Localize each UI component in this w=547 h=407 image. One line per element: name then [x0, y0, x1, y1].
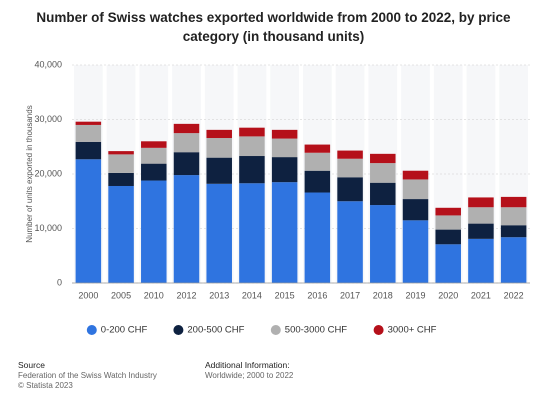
bar-segment — [173, 133, 200, 153]
bar-segment — [173, 152, 200, 176]
bar-segment — [271, 157, 298, 183]
bar-segment — [239, 156, 265, 184]
bar-segment — [173, 123, 200, 134]
bar-segment — [271, 129, 298, 139]
bar-segment — [75, 121, 102, 125]
bar-segment — [370, 163, 396, 183]
x-tick-label: 2019 — [405, 290, 425, 300]
bar-segment — [206, 129, 232, 139]
legend-label: 500-3000 CHF — [285, 325, 348, 336]
x-tick-label: 2013 — [209, 290, 229, 300]
y-tick-label: 0 — [57, 277, 62, 287]
bar-segment — [108, 185, 134, 283]
legend-label: 200-500 CHF — [187, 325, 244, 336]
bar-segment — [108, 151, 134, 155]
y-tick-label: 30,000 — [34, 114, 62, 124]
bar-segment — [402, 179, 429, 200]
x-tick-label: 2018 — [373, 290, 393, 300]
x-tick-label: 2022 — [504, 290, 524, 300]
x-tick-label: 2000 — [78, 290, 98, 300]
bar-segment — [468, 197, 494, 208]
bar-segment — [402, 170, 429, 180]
x-tick-label: 2015 — [275, 290, 295, 300]
bar-segment — [304, 144, 331, 153]
bar-segment — [141, 141, 167, 148]
x-tick-label: 2012 — [176, 290, 196, 300]
bar-segment — [206, 138, 232, 158]
info-line: Worldwide; 2000 to 2022 — [205, 371, 294, 380]
bar-segment — [141, 163, 167, 181]
source-line: © Statista 2023 — [18, 381, 73, 390]
x-tick-label: 2014 — [242, 290, 262, 300]
info-heading: Additional Information: — [205, 360, 290, 370]
info: Additional Information: Worldwide; 2000 … — [205, 360, 293, 381]
bar-segment — [271, 182, 298, 283]
bar-segment — [500, 225, 527, 238]
bar-segment — [206, 157, 232, 184]
x-tick-label: 2020 — [438, 290, 458, 300]
bar-segment — [500, 196, 527, 208]
bar-segment — [337, 150, 363, 159]
source-heading: Source — [18, 360, 45, 370]
x-tick-label: 2016 — [307, 290, 327, 300]
bar-segment — [337, 201, 363, 283]
legend-label: 3000+ CHF — [388, 325, 437, 336]
bar-segment — [206, 183, 232, 283]
bar-segment — [75, 159, 102, 283]
source: Source Federation of the Swiss Watch Ind… — [18, 360, 157, 391]
bar-segment — [337, 177, 363, 202]
legend-marker — [173, 325, 184, 335]
x-tick-label: 2021 — [471, 290, 491, 300]
bar-segment — [370, 153, 396, 164]
bar-segment — [239, 136, 265, 157]
bar-segment — [108, 154, 134, 173]
bar-segment — [304, 152, 331, 171]
bar-segment — [435, 244, 461, 283]
bar-segment — [435, 229, 461, 245]
bar-segment — [141, 147, 167, 164]
bar-segment — [468, 223, 494, 239]
legend-marker — [270, 325, 281, 335]
legend-marker — [86, 325, 97, 335]
bar-segment — [337, 158, 363, 178]
y-axis-title: Number of units exported in thousands — [25, 105, 34, 242]
bar-segment — [173, 175, 200, 283]
bar-segment — [239, 183, 265, 283]
bar-segment — [435, 215, 461, 230]
x-tick-label: 2017 — [340, 290, 360, 300]
y-tick-label: 20,000 — [34, 168, 62, 178]
x-tick-label: 2010 — [144, 290, 164, 300]
legend-label: 0-200 CHF — [101, 325, 148, 336]
bar-segment — [370, 205, 396, 283]
bar-segment — [271, 138, 298, 158]
bar-segment — [370, 182, 396, 206]
y-tick-label: 40,000 — [34, 59, 62, 69]
bar-segment — [304, 170, 331, 193]
bar-segment — [500, 207, 527, 226]
bar-segment — [75, 124, 102, 142]
bar-segment — [402, 199, 429, 221]
legend-marker — [373, 325, 384, 335]
bar-segment — [304, 192, 331, 283]
bar-segment — [468, 238, 494, 283]
bar-segment — [468, 207, 494, 224]
bar-segment — [75, 141, 102, 160]
bar-segment — [402, 220, 429, 283]
y-tick-label: 10,000 — [34, 223, 62, 233]
bar-segment — [239, 127, 265, 137]
x-tick-label: 2005 — [111, 290, 131, 300]
bar-segment — [500, 237, 527, 283]
bar-segment — [435, 207, 461, 216]
chart-title: Number of Swiss watches exported worldwi… — [36, 10, 511, 44]
bar-segment — [141, 180, 167, 283]
bar-segment — [108, 172, 134, 186]
source-line: Federation of the Swiss Watch Industry — [18, 371, 157, 380]
